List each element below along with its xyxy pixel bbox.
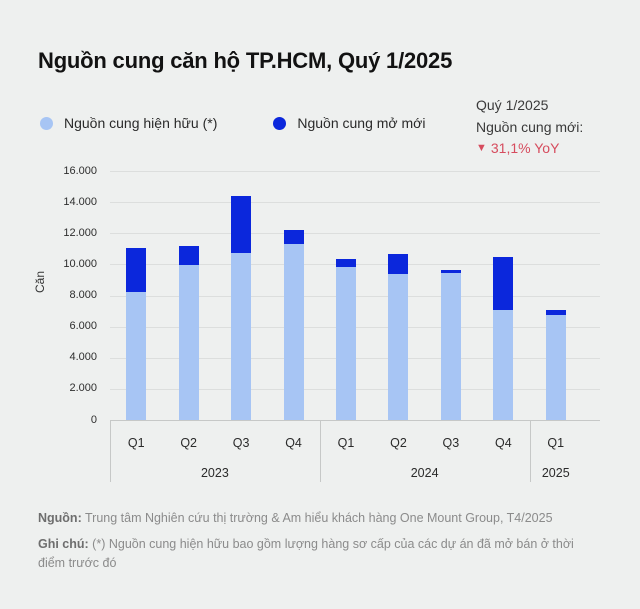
bar-existing-2024-Q2 [388, 273, 409, 420]
x-axis-year-label: 2024 [410, 466, 439, 480]
x-axis-group-divider [110, 420, 111, 482]
bar-new-2025-Q1 [545, 309, 566, 315]
bar-existing-2023-Q4 [283, 244, 304, 420]
bar-existing-2023-Q3 [231, 253, 252, 420]
x-axis-quarter-label: Q2 [390, 436, 407, 450]
stat-period: Quý 1/2025 [476, 97, 549, 113]
gridline [110, 202, 600, 204]
down-triangle-icon: ▼ [476, 141, 487, 154]
x-axis-quarter-label: Q1 [127, 436, 145, 450]
source-line: Nguồn: Trung tâm Nghiên cứu thị trường &… [38, 509, 598, 528]
existing-supply-dot-icon [40, 116, 53, 130]
gridline [110, 171, 600, 172]
x-axis-quarter-label: Q4 [494, 436, 512, 450]
gridline [110, 233, 600, 235]
y-tick-label: 6.000 [69, 320, 97, 333]
x-axis-year-label: 2025 [541, 466, 570, 480]
source-text: Trung tâm Nghiên cứu thị trường & Am hiể… [81, 511, 553, 525]
y-tick-label: 2.000 [69, 382, 97, 395]
x-axis-quarter-label: Q4 [285, 436, 302, 450]
bar-existing-2024-Q1 [336, 266, 356, 420]
x-axis-group-divider [319, 420, 321, 482]
stat-delta-value: 31,1% YoY [490, 140, 560, 156]
y-tick-label: 12.000 [63, 226, 97, 239]
bar-existing-2023-Q1 [126, 291, 147, 420]
x-axis-year-label: 2023 [200, 466, 229, 480]
x-axis-quarter-label: Q3 [442, 436, 460, 450]
y-tick-label: 0 [90, 413, 97, 426]
bar-existing-2024-Q3 [440, 272, 461, 420]
source-label: Nguồn: [38, 511, 82, 525]
stat-delta: ▼ 31,1% YoY [476, 139, 583, 157]
y-tick-label: 4.000 [69, 351, 97, 364]
y-tick-label: 16.000 [63, 164, 97, 177]
bar-new-2024-Q1 [336, 258, 356, 267]
bar-new-2024-Q3 [440, 269, 461, 273]
note-label: Ghi chú: [38, 536, 89, 551]
bar-new-2023-Q4 [283, 230, 304, 245]
x-axis-quarter-label: Q2 [180, 436, 197, 450]
legend-item-new-supply: Nguồn cung mở mới [273, 115, 425, 131]
y-tick-label: 14.000 [63, 195, 97, 208]
bar-new-2024-Q4 [493, 256, 514, 311]
bar-new-2023-Q3 [231, 195, 252, 254]
footer: Nguồn: Trung tâm Nghiên cứu thị trường &… [38, 509, 598, 579]
page-title: Nguồn cung căn hộ TP.HCM, Quý 1/2025 [38, 47, 453, 73]
bar-existing-2023-Q2 [178, 265, 199, 420]
note-line: Ghi chú: (*) Nguồn cung hiện hữu bao gồm… [38, 535, 598, 573]
bar-existing-2025-Q1 [545, 314, 566, 420]
stat-label: Nguồn cung mới: [476, 119, 584, 135]
bar-new-2024-Q2 [388, 254, 409, 274]
legend-label: Nguồn cung mở mới [297, 115, 426, 131]
new-supply-dot-icon [273, 116, 287, 130]
bar-new-2023-Q1 [126, 248, 147, 292]
x-axis-quarter-label: Q3 [232, 436, 250, 450]
bar-new-2023-Q2 [178, 245, 199, 266]
x-axis-group-divider [529, 420, 531, 482]
x-axis-quarter-label: Q1 [337, 436, 355, 450]
legend: Nguồn cung hiện hữu (*) Nguồn cung mở mớ… [40, 115, 425, 131]
y-tick-label: 8.000 [69, 289, 97, 301]
y-tick-label: 10.000 [63, 257, 97, 270]
x-axis-baseline [110, 420, 600, 421]
legend-label: Nguồn cung hiện hữu (*) [64, 115, 218, 131]
note-text: (*) Nguồn cung hiện hữu bao gồm lượng hà… [38, 536, 574, 570]
x-axis-quarter-label: Q1 [547, 436, 565, 450]
highlight-stat: Quý 1/2025 Nguồn cung mới: ▼ 31,1% YoY [476, 96, 583, 157]
bar-existing-2024-Q4 [493, 310, 514, 420]
legend-item-existing-supply: Nguồn cung hiện hữu (*) [40, 115, 217, 131]
